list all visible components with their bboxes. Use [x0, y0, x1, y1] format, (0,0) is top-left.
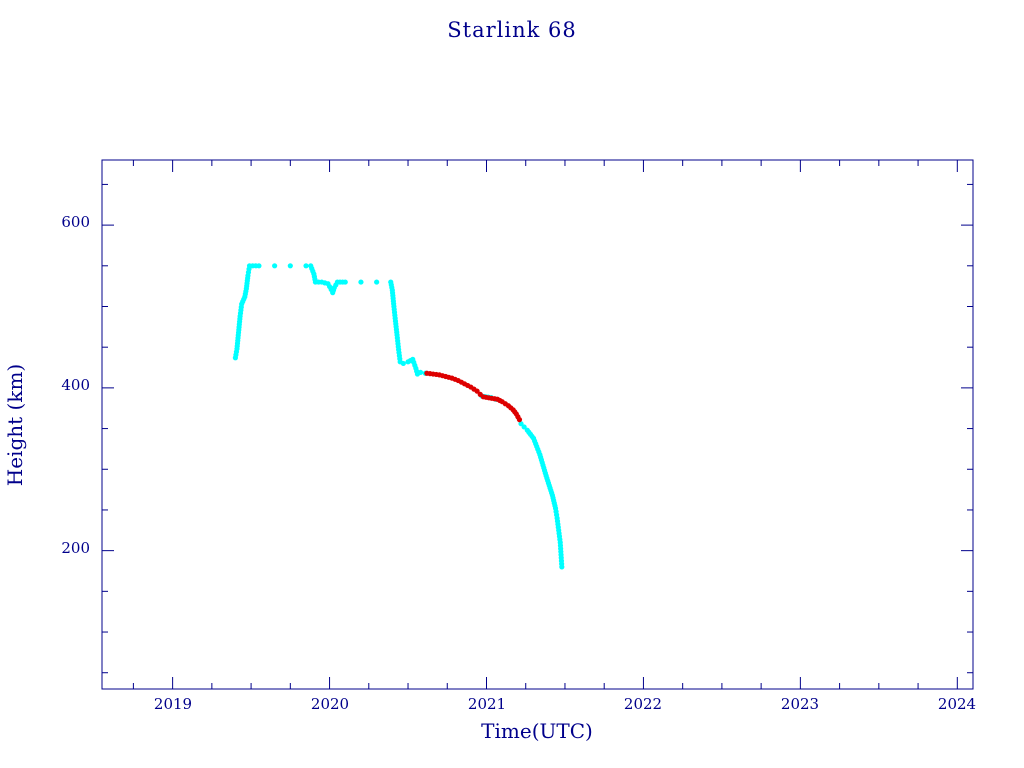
data-point: [474, 388, 480, 394]
x-tick-label: 2019: [154, 695, 192, 713]
y-tick-label: 400: [61, 376, 90, 394]
data-point: [417, 369, 424, 376]
data-point: [303, 263, 309, 269]
chart-title: Starlink 68: [447, 18, 576, 42]
plot-frame: [101, 159, 974, 690]
data-point: [342, 279, 348, 285]
y-axis-label: Height (km): [3, 364, 27, 486]
data-points: [232, 263, 565, 570]
data-point: [518, 421, 524, 427]
y-tick-labels: 200 400 600: [61, 213, 90, 557]
axis-ticks: [102, 160, 973, 689]
data-point: [516, 417, 523, 423]
x-tick-labels: 2019 2020 2021 2022 2023 2024: [154, 695, 976, 713]
x-axis-label: Time(UTC): [481, 719, 593, 743]
x-tick-label: 2021: [468, 695, 506, 713]
data-point: [272, 263, 278, 269]
data-point: [256, 263, 262, 269]
data-point: [374, 279, 380, 285]
data-point: [287, 263, 293, 269]
x-tick-label: 2023: [781, 695, 819, 713]
x-tick-label: 2024: [938, 695, 976, 713]
x-tick-label: 2022: [624, 695, 662, 713]
data-point: [521, 424, 527, 430]
data-point: [400, 360, 406, 367]
y-tick-label: 600: [61, 213, 90, 231]
data-point: [559, 564, 565, 570]
y-tick-label: 200: [61, 539, 90, 557]
x-tick-label: 2020: [311, 695, 349, 713]
data-point: [358, 279, 364, 285]
